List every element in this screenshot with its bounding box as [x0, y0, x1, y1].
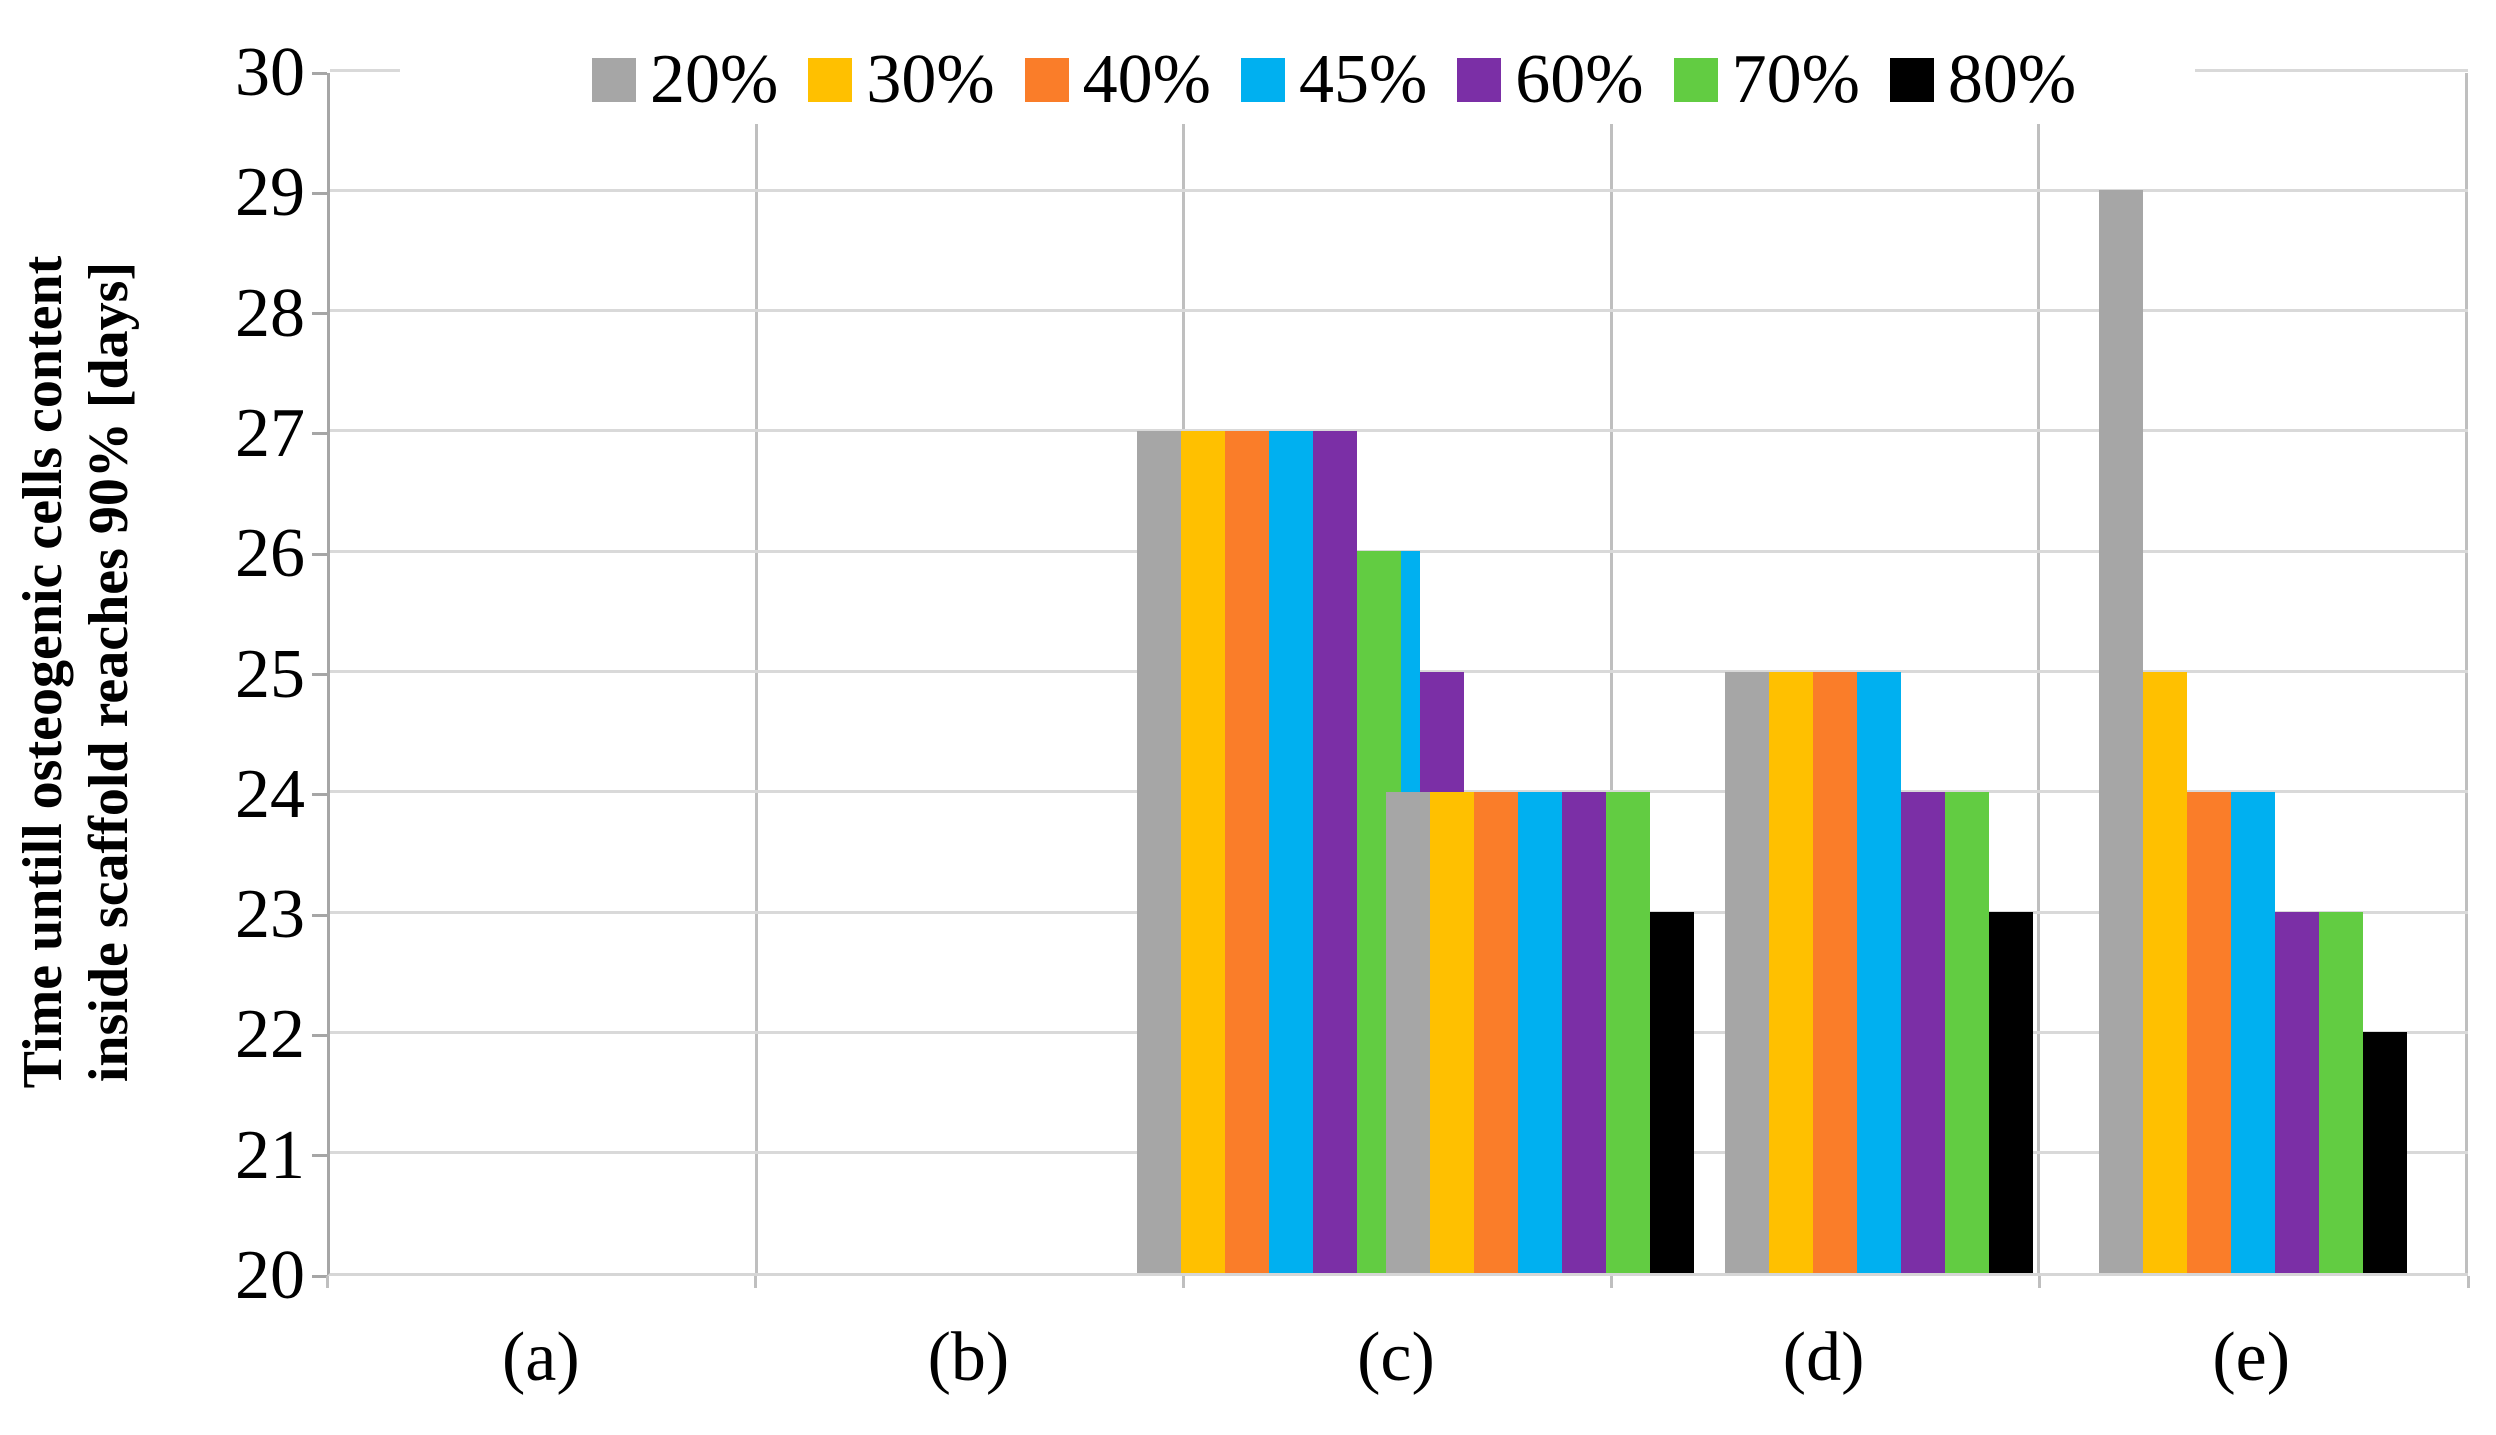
x-axis-label-d: (d): [1782, 1319, 1865, 1396]
y-axis-tick-labels: 20 21 22 23 24 25 26 27 28 29 30: [25, 38, 305, 1311]
bar-60%-e: [2274, 912, 2319, 1273]
y-tick-label-20: 20: [235, 1237, 305, 1314]
gridline-y-27: [330, 429, 2468, 433]
bar-70%-e: [2318, 912, 2363, 1273]
bar-30%-e: [2142, 671, 2187, 1273]
legend-swatch-icon: [1240, 58, 1285, 102]
bar-60%-b: [1312, 430, 1357, 1273]
bar-20%-b: [1136, 430, 1181, 1273]
gridline-y-28: [330, 309, 2468, 313]
bar-45%-c: [1518, 791, 1563, 1273]
y-tick-label-29: 29: [235, 154, 305, 232]
legend-label: 80%: [1947, 41, 2077, 118]
legend-swatch-icon: [1457, 58, 1502, 102]
bar-45%-e: [2230, 791, 2275, 1273]
y-tick-label-23: 23: [235, 876, 305, 954]
bar-30%-b: [1180, 430, 1225, 1273]
bar-80%-e: [2362, 1032, 2407, 1273]
y-tick-label-22: 22: [235, 996, 305, 1074]
x-axis-labels: (a) (b) (c) (d) (e): [327, 1308, 2465, 1408]
y-tick-mark-29: [312, 191, 327, 195]
y-tick-mark-23: [312, 913, 327, 917]
x-tick-mark-1: [753, 1276, 757, 1288]
bar-40%-d: [1812, 671, 1857, 1273]
bar-20%-c: [1386, 791, 1431, 1273]
category-cell-e: [2040, 73, 2468, 1273]
legend-label: 40%: [1082, 41, 1211, 118]
legend-swatch-icon: [1673, 58, 1718, 102]
bar-80%-d: [1988, 912, 2033, 1273]
x-axis-label-e: (e): [2212, 1319, 2291, 1396]
legend-item-80%: 80%: [1889, 41, 2077, 118]
x-axis-label-c: (c): [1357, 1319, 1435, 1396]
plot-area: [327, 68, 2468, 1276]
bar-40%-b: [1224, 430, 1269, 1273]
y-tick-label-21: 21: [235, 1116, 305, 1194]
bar-20%-e: [2098, 190, 2143, 1273]
y-tick-mark-22: [312, 1033, 327, 1037]
y-tick-label-26: 26: [235, 515, 305, 593]
bar-70%-c: [1606, 791, 1651, 1273]
category-cell-d: [1613, 73, 2041, 1273]
x-axis-label-b: (b): [927, 1319, 1010, 1396]
y-tick-mark-28: [312, 312, 327, 316]
y-tick-mark-26: [312, 552, 327, 556]
x-tick-mark-0: [325, 1276, 329, 1288]
y-tick-mark-24: [312, 793, 327, 797]
legend-label: 20%: [650, 41, 779, 118]
y-tick-label-24: 24: [235, 755, 305, 833]
legend-swatch-icon: [808, 58, 853, 102]
bar-45%-b: [1268, 430, 1313, 1273]
legend-item-70%: 70%: [1673, 41, 1860, 118]
legend-item-60%: 60%: [1457, 41, 1644, 118]
legend-swatch-icon: [1889, 58, 1934, 102]
x-tick-mark-2: [1181, 1276, 1185, 1288]
y-tick-mark-30: [312, 71, 327, 75]
legend: 20% 30% 40% 45% 60% 70% 80%: [400, 36, 2195, 124]
legend-label: 70%: [1731, 41, 1860, 118]
bar-40%-e: [2186, 791, 2231, 1273]
legend-item-40%: 40%: [1024, 41, 1211, 118]
bar-20%-d: [1724, 671, 1769, 1273]
bar-60%-d: [1900, 791, 1945, 1273]
x-tick-mark-4: [2038, 1276, 2042, 1288]
category-cell-c: [1185, 73, 1695, 1273]
bar-45%-d: [1856, 671, 1901, 1273]
y-axis-tick-marks: [312, 71, 327, 1278]
legend-swatch-icon: [592, 58, 636, 102]
bar-80%-c: [1650, 912, 1695, 1273]
legend-item-45%: 45%: [1240, 41, 1428, 118]
legend-item-20%: 20%: [592, 43, 778, 117]
legend-swatch-icon: [1024, 58, 1069, 102]
category-cell-a: [330, 73, 1552, 1273]
x-axis-label-a: (a): [501, 1319, 580, 1396]
legend-label: 30%: [866, 41, 995, 118]
y-tick-mark-27: [312, 432, 327, 436]
category-cells: [330, 73, 2468, 1273]
legend-item-30%: 30%: [808, 41, 995, 118]
bar-40%-c: [1474, 791, 1519, 1273]
x-tick-mark-5: [2466, 1276, 2470, 1288]
bar-30%-d: [1768, 671, 1813, 1273]
bar-70%-d: [1944, 791, 1989, 1273]
x-axis-tick-marks: [325, 1276, 2470, 1288]
bar-60%-c: [1562, 791, 1607, 1273]
bar-30%-c: [1430, 791, 1475, 1273]
y-tick-mark-21: [312, 1154, 327, 1158]
y-tick-label-25: 25: [235, 635, 305, 713]
y-tick-mark-25: [312, 673, 327, 676]
x-tick-mark-3: [1610, 1276, 1614, 1288]
category-cell-b: [758, 73, 1445, 1273]
y-tick-mark-20: [312, 1274, 327, 1278]
y-tick-label-30: 30: [235, 34, 305, 111]
y-tick-label-27: 27: [235, 394, 305, 472]
y-tick-label-28: 28: [235, 274, 305, 352]
legend-label: 45%: [1298, 41, 1428, 118]
gridline-y-29: [330, 188, 2468, 192]
legend-label: 60%: [1515, 41, 1644, 118]
